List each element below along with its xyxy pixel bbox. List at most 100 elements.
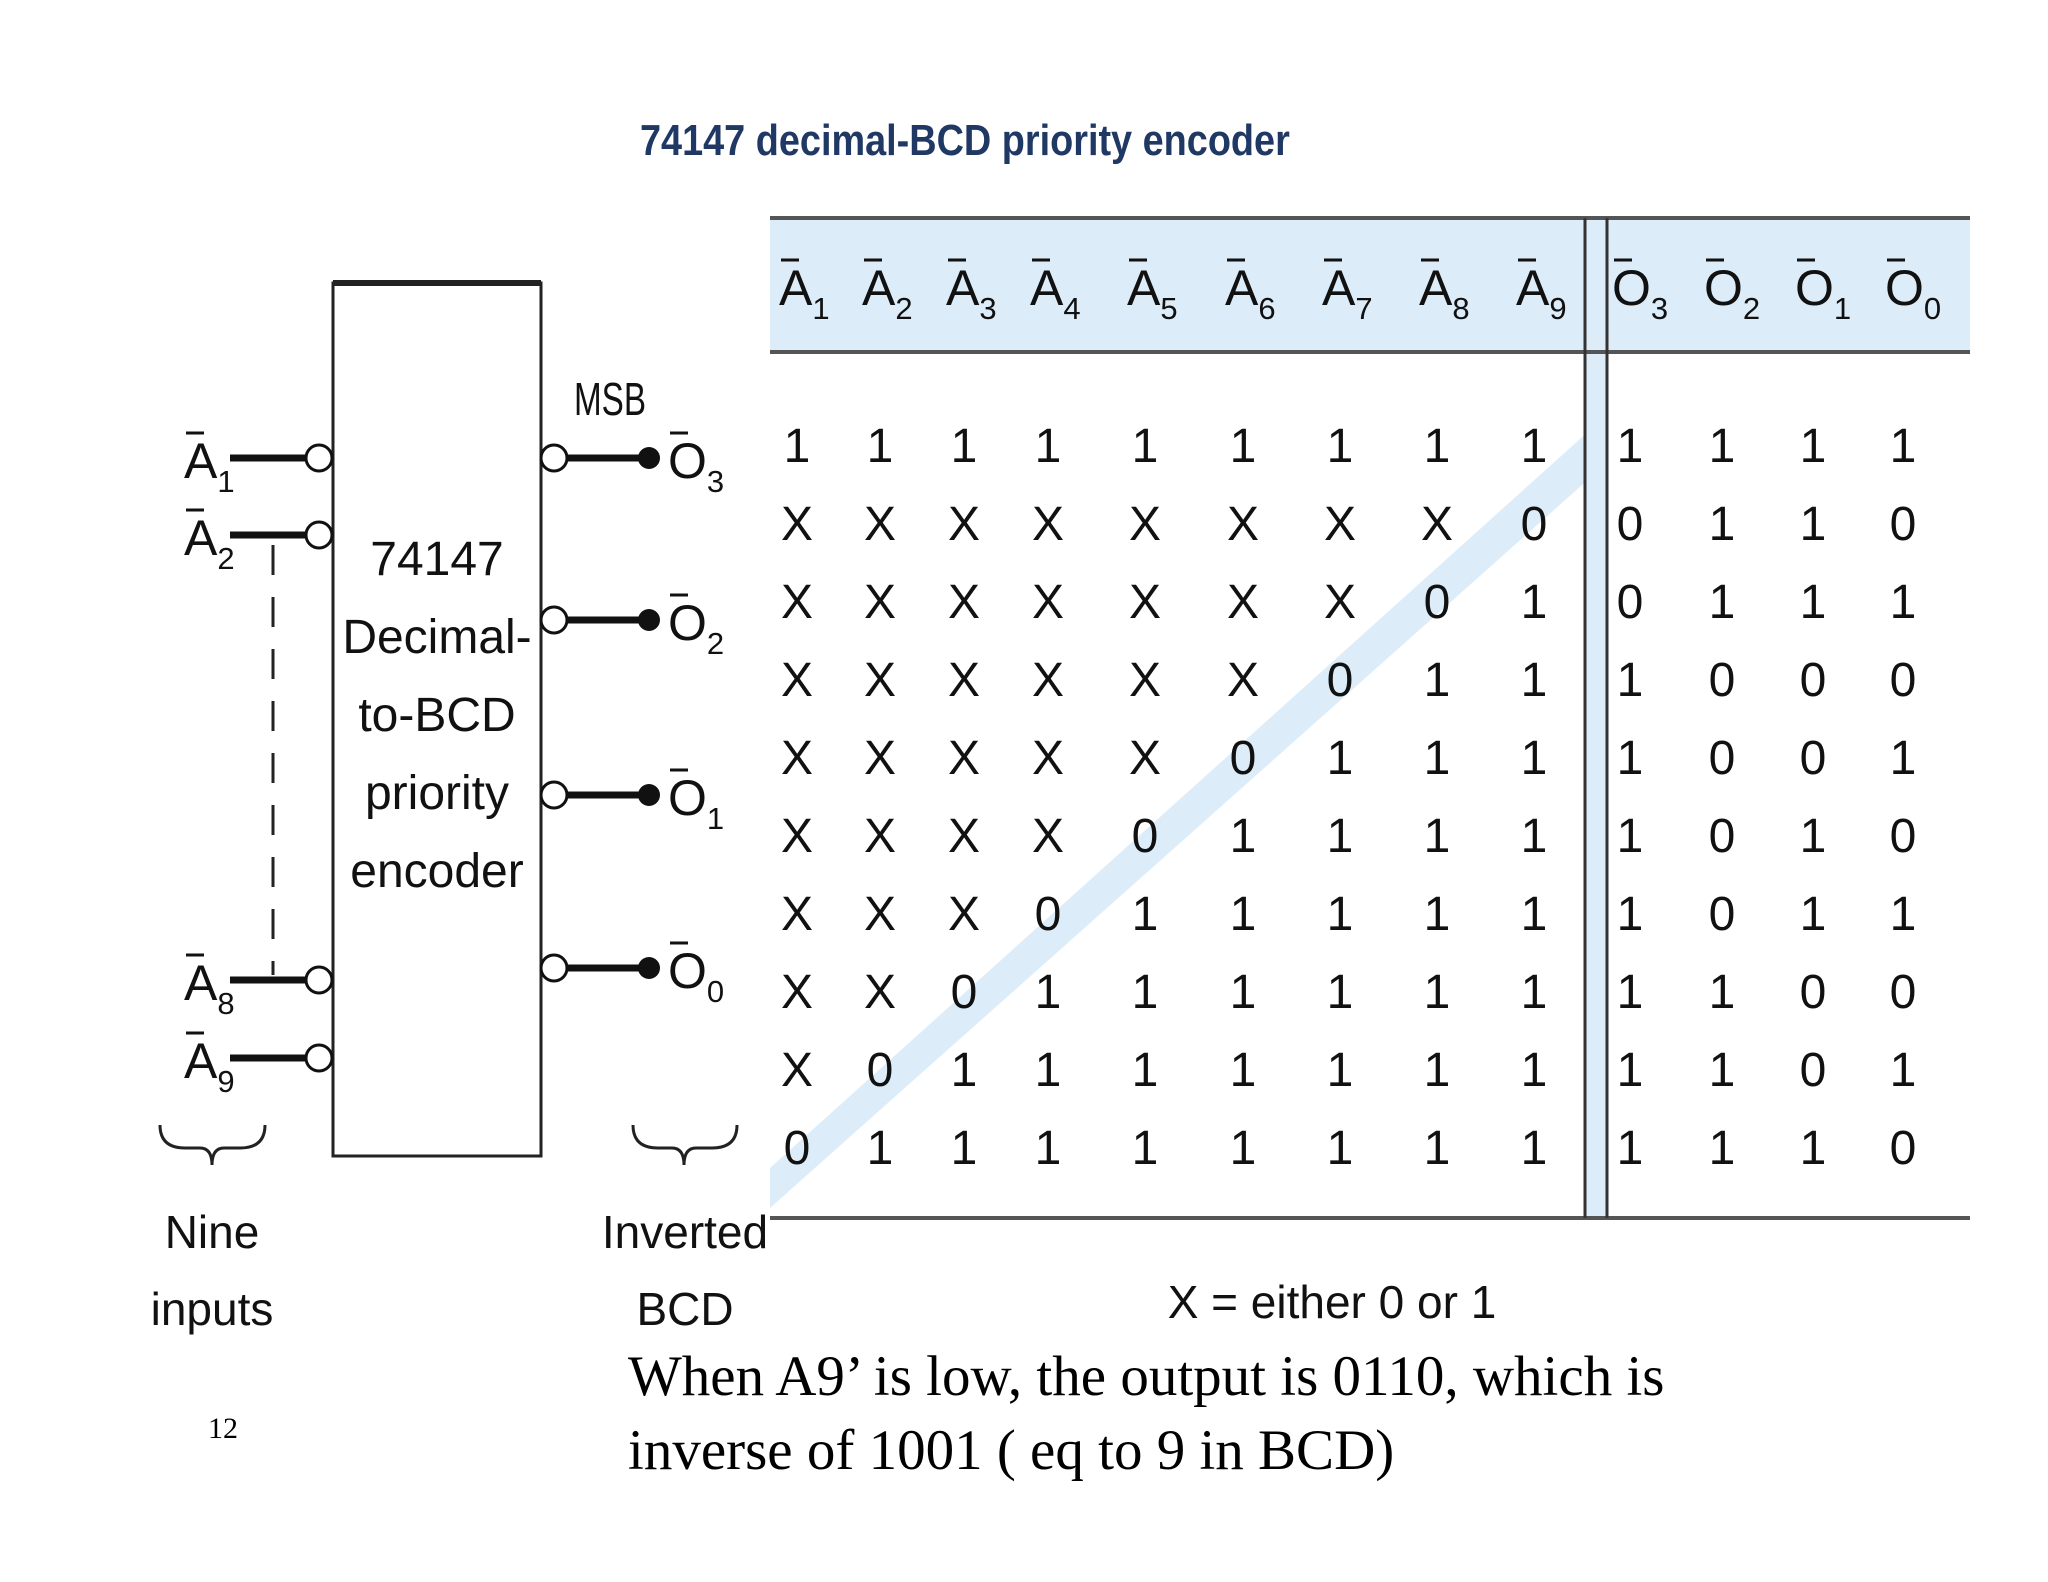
header-a7: A7 xyxy=(1322,258,1373,326)
table-cell: X xyxy=(1324,576,1356,629)
input-pin-label-a8: A8 xyxy=(184,953,235,1021)
chip-label-line-5: encoder xyxy=(350,845,523,898)
inputs-brace xyxy=(158,1124,267,1166)
header-o0-text: O0 xyxy=(1885,260,1941,326)
caption-line-2: inverse of 1001 ( eq to 9 in BCD) xyxy=(628,1419,1395,1482)
output-pin-label-o1: O1 xyxy=(668,768,724,836)
input-pin-label-a2-base: A xyxy=(184,510,218,566)
table-cell: 1 xyxy=(1035,420,1062,473)
table-cell: 1 xyxy=(1617,966,1644,1019)
header-o2-sub: 2 xyxy=(1743,291,1760,326)
dont-care-footnote: X = either 0 or 1 xyxy=(1168,1276,1497,1328)
table-cell: 0 xyxy=(1800,966,1827,1019)
truth-table-cells: 1 1 1 1 1 1 1 1 1 1 1 1 1X X X X X X X X 0 0 1 1 0X X X X X X X 0 1 0 1 1 1X… xyxy=(781,420,1916,1175)
header-o1-base: O xyxy=(1795,260,1834,316)
table-cell: 1 xyxy=(1327,420,1354,473)
header-a5-base: A xyxy=(1127,260,1161,316)
table-cell: 0 xyxy=(1424,576,1451,629)
table-cell: X xyxy=(1032,576,1064,629)
header-a5-sub: 5 xyxy=(1160,291,1177,326)
truth-table-headers: A1 A2 A3 A4 A5 A6 A7 A8 A9 O3 O2 O1 O0 xyxy=(779,258,1941,326)
header-o0: O0 xyxy=(1885,258,1941,326)
output-pin-label-o1-text: O1 xyxy=(668,770,724,836)
header-o0-base: O xyxy=(1885,260,1924,316)
header-a3-text: A3 xyxy=(946,260,997,326)
table-cell: X xyxy=(948,888,980,941)
table-cell: X xyxy=(864,888,896,941)
table-cell: 0 xyxy=(1890,498,1917,551)
table-cell: 1 xyxy=(1230,810,1257,863)
input-pin-label-a2-sub: 2 xyxy=(217,541,234,576)
table-cell: 0 xyxy=(1800,1044,1827,1097)
table-cell: 1 xyxy=(1617,1122,1644,1175)
table-cell: X xyxy=(781,888,813,941)
header-a7-base: A xyxy=(1322,260,1356,316)
table-cell: X xyxy=(864,576,896,629)
input-pin-label-a9-text: A9 xyxy=(184,1033,235,1099)
table-cell: 1 xyxy=(1709,966,1736,1019)
header-a5-text: A5 xyxy=(1127,260,1178,326)
header-a9-sub: 9 xyxy=(1549,291,1566,326)
output-inversion-bubble-o2 xyxy=(539,605,569,635)
table-cell: 1 xyxy=(1424,420,1451,473)
table-cell: 1 xyxy=(1709,1044,1736,1097)
table-cell: 0 xyxy=(1709,888,1736,941)
input-pin-label-a2-text: A2 xyxy=(184,510,235,576)
table-row: 1 1 1 1 1 1 1 1 1 1 1 1 1 xyxy=(784,420,1917,473)
outputs-caption-line1: Inverted xyxy=(602,1206,768,1258)
table-cell: 0 xyxy=(1709,654,1736,707)
table-cell: 0 xyxy=(1327,654,1354,707)
chip-label-line-3: to-BCD xyxy=(358,689,515,742)
table-cell: 1 xyxy=(1424,810,1451,863)
table-cell: 1 xyxy=(1521,966,1548,1019)
output-pin-label-o2-base: O xyxy=(668,595,707,651)
table-cell: X xyxy=(864,966,896,1019)
output-pin-label-o0-text: O0 xyxy=(668,943,724,1009)
header-o1-sub: 1 xyxy=(1834,291,1851,326)
table-cell: 1 xyxy=(1521,810,1548,863)
table-cell: 0 xyxy=(1035,888,1062,941)
table-cell: 1 xyxy=(1800,888,1827,941)
table-cell: 0 xyxy=(1890,966,1917,1019)
input-inversion-bubble-a1 xyxy=(304,443,334,473)
table-cell: 1 xyxy=(1617,810,1644,863)
header-o1: O1 xyxy=(1795,258,1851,326)
header-a4-text: A4 xyxy=(1030,260,1081,326)
table-cell: 1 xyxy=(951,1122,978,1175)
table-cell: 1 xyxy=(1035,1044,1062,1097)
output-pin-label-o2-text: O2 xyxy=(668,595,724,661)
table-cell: 0 xyxy=(1132,810,1159,863)
msb-label: MSB xyxy=(574,373,646,425)
table-cell: 1 xyxy=(1800,576,1827,629)
table-cell: 1 xyxy=(1709,576,1736,629)
header-a6-sub: 6 xyxy=(1258,291,1275,326)
table-cell: X xyxy=(864,810,896,863)
table-cell: X xyxy=(781,966,813,1019)
table-cell: 0 xyxy=(1617,498,1644,551)
table-cell: 1 xyxy=(1327,810,1354,863)
table-cell: 1 xyxy=(1617,732,1644,785)
input-pin-label-a8-base: A xyxy=(184,955,218,1011)
divider-band xyxy=(1585,218,1607,1218)
table-row: X 0 1 1 1 1 1 1 1 1 1 0 1 xyxy=(781,1044,1916,1097)
table-cell: X xyxy=(1129,576,1161,629)
header-a8-sub: 8 xyxy=(1452,291,1469,326)
outputs-caption-line2: BCD xyxy=(636,1283,733,1335)
table-cell: X xyxy=(1032,732,1064,785)
table-cell: 1 xyxy=(1800,810,1827,863)
header-a3-sub: 3 xyxy=(979,291,996,326)
table-cell: 0 xyxy=(1709,732,1736,785)
header-a4-sub: 4 xyxy=(1063,291,1080,326)
table-cell: X xyxy=(948,732,980,785)
table-cell: X xyxy=(1227,576,1259,629)
table-cell: 1 xyxy=(1230,1044,1257,1097)
table-cell: X xyxy=(781,1044,813,1097)
header-a1: A1 xyxy=(779,258,830,326)
caption-line-1: When A9’ is low, the output is 0110, whi… xyxy=(628,1345,1665,1408)
output-inversion-bubble-o3 xyxy=(539,443,569,473)
table-cell: X xyxy=(1227,498,1259,551)
